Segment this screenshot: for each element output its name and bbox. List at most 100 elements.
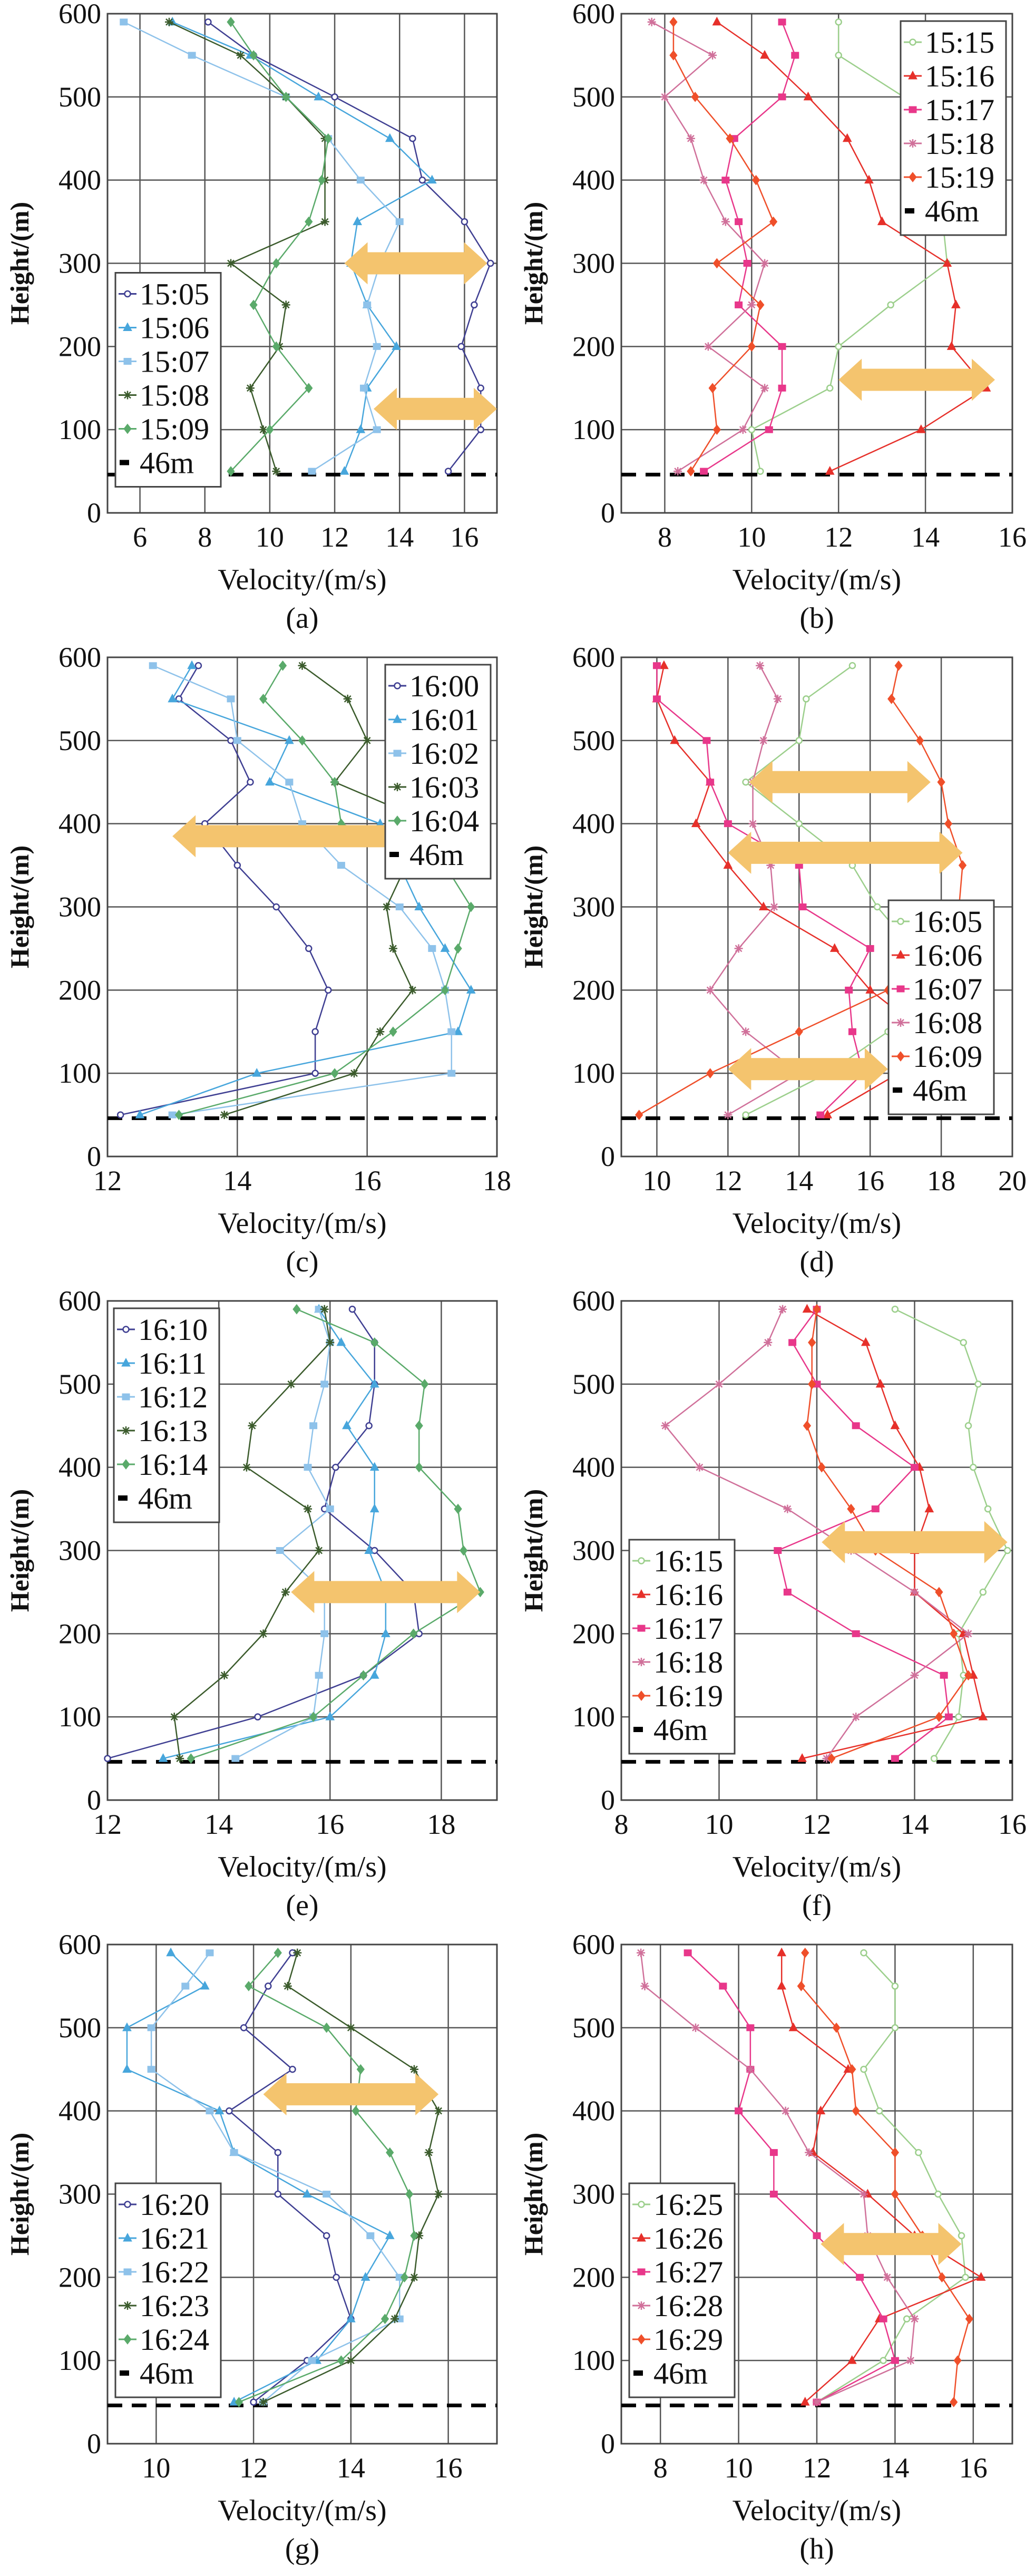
data-point-square-marker bbox=[395, 903, 404, 910]
data-point-diamond-marker bbox=[832, 2023, 841, 2033]
panel-caption: (f) bbox=[802, 1889, 832, 1922]
x-tick-label: 16 bbox=[353, 1165, 382, 1197]
data-point-star-marker bbox=[715, 1379, 724, 1388]
data-point-star-marker bbox=[637, 1948, 646, 1957]
data-point-square-marker bbox=[315, 1671, 323, 1679]
data-point-star-marker bbox=[783, 1504, 792, 1513]
x-tick-label: 14 bbox=[204, 1809, 233, 1840]
data-point-square-marker bbox=[778, 384, 786, 392]
data-point-star-marker bbox=[434, 2190, 443, 2199]
legend-box bbox=[628, 1539, 736, 1755]
legend-label: 16:24 bbox=[140, 2322, 209, 2357]
data-point-square-marker bbox=[320, 1381, 329, 1388]
data-point-square-marker bbox=[652, 695, 661, 703]
legend-triangle-marker bbox=[123, 2232, 132, 2242]
data-point-diamond-marker bbox=[380, 2313, 389, 2325]
legend-diamond-marker bbox=[637, 2334, 646, 2345]
series-line bbox=[703, 22, 796, 472]
data-point-square-marker bbox=[206, 1949, 214, 1957]
data-point-triangle-marker bbox=[252, 1068, 262, 1077]
data-point-triangle-marker bbox=[916, 424, 926, 433]
x-tick-label: 20 bbox=[998, 1165, 1027, 1197]
data-point-square-marker bbox=[230, 2149, 238, 2156]
data-point-circle-marker bbox=[250, 2398, 257, 2406]
data-point-circle-marker bbox=[240, 2024, 248, 2031]
data-point-diamond-marker bbox=[891, 2147, 900, 2158]
series-line bbox=[228, 1952, 352, 2403]
legend-star-marker bbox=[909, 139, 917, 148]
series-line bbox=[816, 1952, 966, 2403]
data-point-diamond-marker bbox=[795, 1026, 803, 1037]
data-point-circle-marker bbox=[795, 737, 803, 744]
data-point-star-marker bbox=[691, 2023, 700, 2032]
x-tick-label: 12 bbox=[93, 1809, 122, 1840]
legend-label: 16:25 bbox=[653, 2188, 723, 2222]
data-point-star-marker bbox=[766, 861, 775, 870]
data-point-square-marker bbox=[363, 301, 372, 308]
data-point-diamond-marker bbox=[330, 1068, 339, 1078]
y-tick-label: 500 bbox=[58, 2012, 101, 2044]
data-point-square-marker bbox=[447, 1070, 456, 1077]
data-point-diamond-marker bbox=[309, 1712, 318, 1722]
data-point-triangle-marker bbox=[440, 943, 450, 952]
y-axis-label: Height/(m) bbox=[5, 2133, 34, 2256]
data-point-star-marker bbox=[770, 902, 779, 911]
data-point-square-marker bbox=[700, 468, 708, 475]
data-point-triangle-marker bbox=[788, 2022, 798, 2031]
data-point-diamond-marker bbox=[712, 258, 721, 269]
data-point-triangle-marker bbox=[466, 985, 476, 994]
x-tick-label: 14 bbox=[901, 1809, 929, 1840]
data-point-square-marker bbox=[428, 945, 436, 952]
data-point-star-marker bbox=[647, 17, 656, 26]
data-point-diamond-marker bbox=[935, 1587, 943, 1598]
data-point-diamond-marker bbox=[965, 2313, 974, 2325]
data-point-triangle-marker bbox=[200, 1980, 210, 1990]
x-tick-label: 14 bbox=[911, 521, 940, 553]
data-point-square-marker bbox=[848, 1028, 856, 1035]
y-tick-label: 400 bbox=[58, 1452, 101, 1483]
data-point-diamond-marker bbox=[801, 1947, 809, 1958]
data-point-diamond-marker bbox=[274, 1947, 282, 1958]
series-1617 bbox=[774, 1306, 953, 1762]
data-point-diamond-marker bbox=[317, 174, 326, 186]
legend-label: 16:26 bbox=[653, 2221, 723, 2256]
legend-triangle-marker bbox=[121, 1357, 131, 1367]
data-point-diamond-marker bbox=[410, 2230, 418, 2241]
data-point-square-marker bbox=[871, 1505, 880, 1513]
data-point-circle-marker bbox=[860, 2066, 867, 2073]
data-point-diamond-marker bbox=[687, 466, 695, 477]
legend-label: 16:17 bbox=[653, 1611, 723, 1646]
y-tick-label: 200 bbox=[58, 2261, 101, 2293]
data-point-circle-marker bbox=[835, 18, 842, 26]
y-tick-label: 100 bbox=[58, 2345, 101, 2376]
data-point-triangle-marker bbox=[346, 2313, 356, 2322]
data-point-square-marker bbox=[447, 1028, 456, 1035]
data-point-diamond-marker bbox=[227, 466, 235, 477]
data-point-square-marker bbox=[724, 820, 732, 828]
x-tick-label: 12 bbox=[239, 2452, 268, 2484]
data-point-circle-marker bbox=[194, 662, 202, 669]
legend-label: 16:08 bbox=[913, 1006, 982, 1040]
data-point-diamond-marker bbox=[278, 660, 287, 671]
data-point-square-marker bbox=[326, 1505, 334, 1513]
y-tick-label: 200 bbox=[572, 974, 615, 1006]
legend-label: 16:11 bbox=[138, 1346, 207, 1381]
data-point-square-marker bbox=[231, 1755, 240, 1762]
data-point-circle-marker bbox=[254, 1713, 261, 1720]
legend-label: 15:18 bbox=[925, 127, 994, 161]
series-line bbox=[263, 1952, 440, 2403]
data-point-circle-marker bbox=[409, 135, 416, 142]
data-point-square-marker bbox=[719, 1982, 727, 1990]
data-point-diamond-marker bbox=[227, 16, 235, 27]
data-point-circle-marker bbox=[471, 301, 478, 309]
data-point-diamond-marker bbox=[460, 1545, 468, 1556]
data-point-star-marker bbox=[390, 2315, 399, 2324]
panel-caption: (b) bbox=[799, 602, 834, 635]
data-point-star-marker bbox=[248, 1421, 257, 1430]
data-point-circle-marker bbox=[227, 737, 235, 744]
data-point-circle-marker bbox=[289, 2066, 296, 2073]
data-point-circle-marker bbox=[742, 1111, 749, 1119]
data-point-triangle-marker bbox=[951, 299, 961, 308]
data-point-circle-marker bbox=[891, 1982, 899, 1990]
